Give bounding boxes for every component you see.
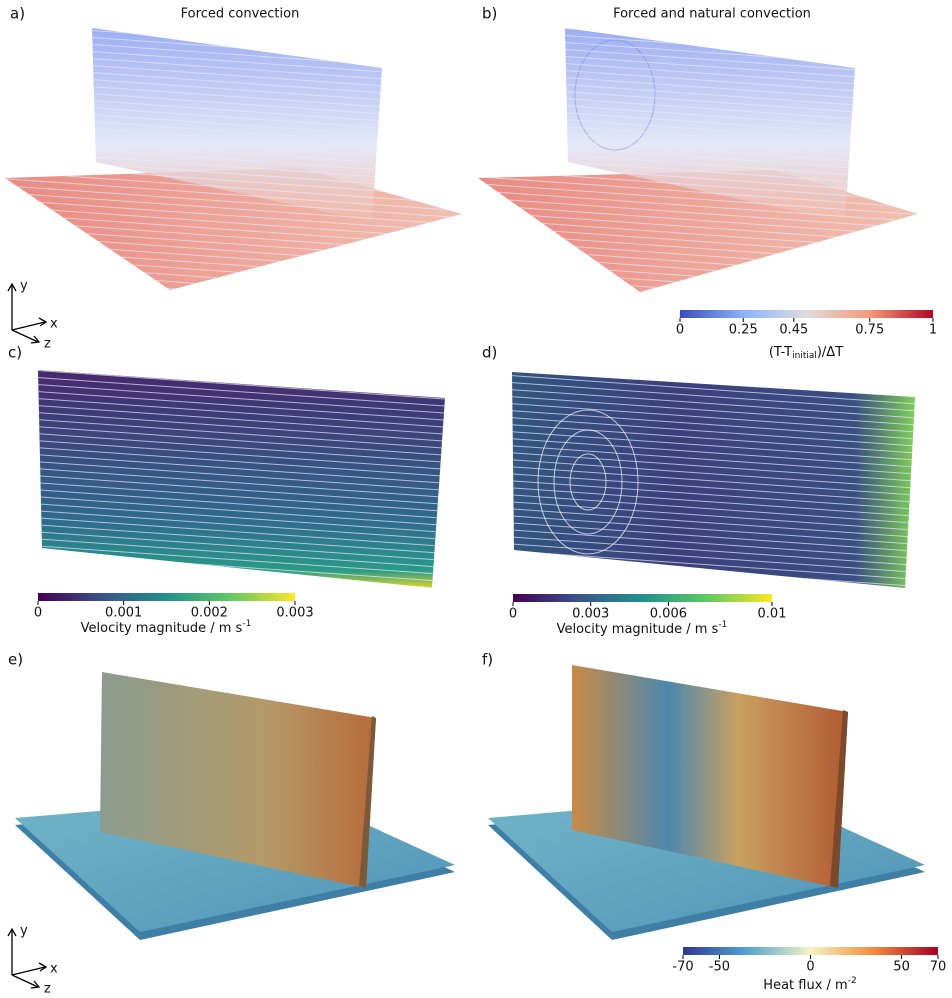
- axis-label: x: [50, 962, 58, 977]
- label-text: (T-T: [769, 345, 792, 360]
- colorbar-tick-label: 0.003: [276, 606, 313, 621]
- wall-edge: [359, 716, 376, 888]
- panel-label: b): [482, 5, 497, 23]
- wall-streaks: [565, 28, 855, 222]
- wall-heat-flux: [572, 665, 848, 888]
- colorbar-label: Velocity magnitude / m s-1: [81, 619, 252, 636]
- label-text: )/ΔT: [817, 345, 843, 360]
- axes-triad: [7, 927, 48, 989]
- colorbar-tick-label: 0.001: [105, 606, 142, 621]
- label-superscript: -1: [718, 620, 727, 630]
- axis-label: y: [20, 924, 28, 939]
- panel-label: a): [10, 5, 25, 23]
- label-superscript: -2: [848, 976, 857, 986]
- colorbar-tick-label: 0.45: [779, 323, 808, 338]
- panel-title: Forced and natural convection: [613, 7, 811, 22]
- axes-triad: [7, 282, 48, 344]
- colorbar-tick-label: 50: [893, 960, 910, 975]
- panel-label: d): [482, 344, 497, 362]
- colorbar-tick-label: -50: [709, 960, 730, 975]
- colorbar: [38, 593, 295, 601]
- panel-label: f): [482, 651, 493, 669]
- colorbar-label: Velocity magnitude / m s-1: [557, 620, 728, 637]
- colorbar-tick-label: 1: [929, 323, 937, 338]
- panel-label: e): [8, 651, 23, 669]
- colorbar-tick-label: -70: [672, 960, 693, 975]
- colorbar-label: (T-Tinitial)/ΔT: [769, 345, 843, 361]
- label-text: Heat flux / m: [763, 978, 847, 993]
- panel-label: c): [8, 344, 22, 362]
- axis-label: y: [20, 279, 28, 294]
- colorbar-tick-label: 0.01: [758, 607, 787, 622]
- colorbar-tick-label: 0.25: [729, 323, 758, 338]
- colorbar: [683, 947, 938, 955]
- wall-edge: [830, 710, 848, 888]
- colorbar-tick-label: 0: [509, 607, 517, 622]
- label-superscript: -1: [242, 619, 251, 629]
- label-text: Velocity magnitude / m s: [81, 621, 243, 636]
- wall-streaks: [92, 28, 382, 222]
- colorbar-tick-label: 0.75: [855, 323, 884, 338]
- label-subscript: initial: [792, 351, 817, 361]
- axis-label: z: [44, 337, 51, 352]
- wall-heat-flux: [100, 672, 376, 888]
- colorbar-tick-label: 0: [806, 960, 814, 975]
- colorbar-tick-label: 0: [34, 606, 42, 621]
- streamlines: [38, 370, 445, 588]
- streamlines: [512, 372, 915, 588]
- axis-label: x: [50, 317, 58, 332]
- axis-label: z: [44, 982, 51, 997]
- colorbar-tick-label: 0: [676, 323, 684, 338]
- label-text: Velocity magnitude / m s: [557, 622, 719, 637]
- colorbar-tick-label: 0.002: [191, 606, 228, 621]
- colorbar: [513, 594, 772, 602]
- colorbar-tick-label: 70: [930, 960, 947, 975]
- colorbar-tick-label: 0.003: [572, 607, 609, 622]
- vortex: [537, 409, 639, 555]
- colorbar: [680, 310, 933, 318]
- panel-title: Forced convection: [181, 7, 300, 22]
- colorbar-tick-label: 0.006: [650, 607, 687, 622]
- colorbar-label: Heat flux / m-2: [763, 976, 856, 993]
